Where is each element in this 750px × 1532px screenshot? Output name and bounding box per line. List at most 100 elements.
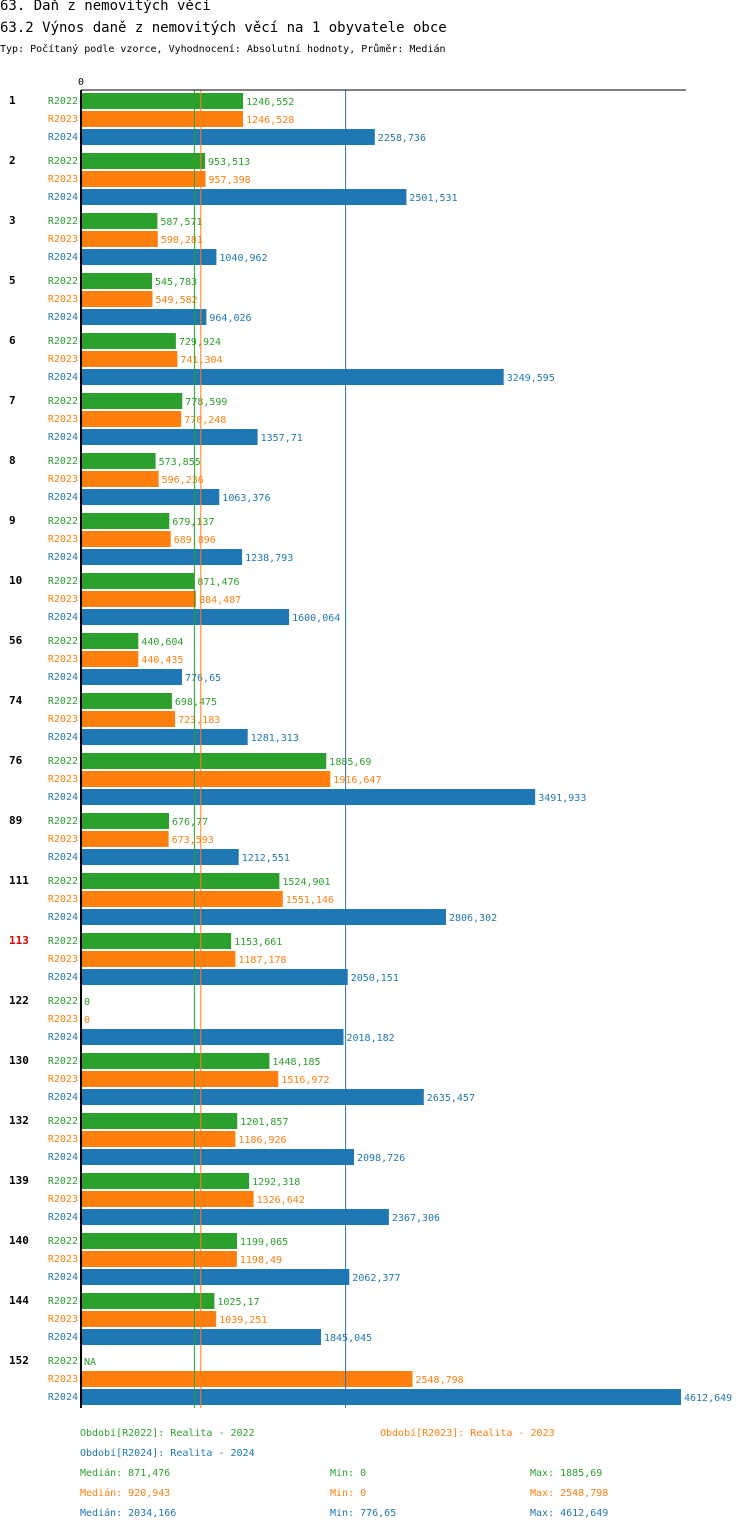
bar-6-r2022 <box>81 333 176 349</box>
series-label-r2023: R2023 <box>48 1374 78 1385</box>
series-label-r2022: R2022 <box>48 1356 78 1367</box>
series-label-r2022: R2022 <box>48 1056 78 1067</box>
category-label-89: 89 <box>9 814 22 827</box>
bar-89-r2022 <box>81 813 169 829</box>
data-label-1-r2022: 1246,552 <box>246 97 294 108</box>
data-label-144-r2022: 1025,17 <box>217 1297 259 1308</box>
bar-3-r2022 <box>81 213 158 229</box>
chart-type-line: Typ: Počítaný podle vzorce, Vyhodnocení:… <box>0 44 446 55</box>
series-label-r2022: R2022 <box>48 516 78 527</box>
legend-median-2024: Medián: 2034,166 <box>80 1508 177 1519</box>
data-label-3-r2022: 587,571 <box>160 217 202 228</box>
series-label-r2023: R2023 <box>48 474 78 485</box>
bar-10-r2024 <box>81 609 290 625</box>
series-label-r2024: R2024 <box>48 1332 78 1343</box>
data-label-8-r2022: 573,855 <box>159 457 201 468</box>
series-label-r2024: R2024 <box>48 672 78 683</box>
bar-2-r2023 <box>81 171 206 187</box>
bar-113-r2023 <box>81 951 236 967</box>
data-label-76-r2024: 3491,933 <box>538 793 586 804</box>
data-label-139-r2022: 1292,318 <box>252 1177 300 1188</box>
series-label-r2022: R2022 <box>48 96 78 107</box>
category-label-8: 8 <box>9 454 16 467</box>
data-label-113-r2024: 2050,151 <box>351 973 399 984</box>
series-label-r2022: R2022 <box>48 936 78 947</box>
series-label-r2024: R2024 <box>48 912 78 923</box>
series-label-r2022: R2022 <box>48 696 78 707</box>
bar-130-r2022 <box>81 1053 270 1069</box>
series-label-r2023: R2023 <box>48 1134 78 1145</box>
data-label-8-r2023: 596,236 <box>162 475 204 486</box>
chart-subtitle: 63.2 Výnos daně z nemovitých věcí na 1 o… <box>0 20 447 36</box>
series-label-r2023: R2023 <box>48 594 78 605</box>
bar-10-r2023 <box>81 591 197 607</box>
bar-140-r2022 <box>81 1233 237 1249</box>
bar-76-r2024 <box>81 789 536 805</box>
category-label-5: 5 <box>9 274 16 287</box>
bar-5-r2023 <box>81 291 153 307</box>
series-label-r2023: R2023 <box>48 354 78 365</box>
legend-period-2023: Období[R2023]: Realita - 2023 <box>380 1428 555 1439</box>
data-label-132-r2023: 1186,926 <box>238 1135 286 1146</box>
series-label-r2023: R2023 <box>48 714 78 725</box>
series-label-r2023: R2023 <box>48 234 78 245</box>
data-label-152-r2024: 4612,649 <box>684 1393 732 1404</box>
series-label-r2024: R2024 <box>48 552 78 563</box>
bar-1-r2022 <box>81 93 244 109</box>
bar-122-r2024 <box>81 1029 344 1045</box>
data-label-7-r2023: 770,248 <box>184 415 226 426</box>
data-label-2-r2023: 957,398 <box>209 175 251 186</box>
data-label-6-r2023: 741,304 <box>180 355 222 366</box>
bar-1-r2024 <box>81 129 375 145</box>
bar-132-r2022 <box>81 1113 238 1129</box>
bar-2-r2022 <box>81 153 205 169</box>
data-label-144-r2023: 1039,251 <box>219 1315 267 1326</box>
bar-139-r2024 <box>81 1209 389 1225</box>
data-label-89-r2024: 1212,551 <box>242 853 290 864</box>
series-label-r2022: R2022 <box>48 816 78 827</box>
bar-130-r2023 <box>81 1071 279 1087</box>
series-label-r2024: R2024 <box>48 612 78 623</box>
x-axis-zero-tick: 0 <box>78 77 84 88</box>
series-label-r2022: R2022 <box>48 156 78 167</box>
bar-152-r2023 <box>81 1371 413 1387</box>
category-label-9: 9 <box>9 514 16 527</box>
series-label-r2024: R2024 <box>48 1392 78 1403</box>
bar-7-r2023 <box>81 411 182 427</box>
legend-max-2022: Max: 1885,69 <box>530 1468 603 1479</box>
category-label-6: 6 <box>9 334 16 347</box>
series-label-r2022: R2022 <box>48 336 78 347</box>
series-label-r2023: R2023 <box>48 1014 78 1025</box>
data-label-111-r2024: 2806,302 <box>449 913 497 924</box>
series-label-r2023: R2023 <box>48 1314 78 1325</box>
data-label-5-r2023: 549,582 <box>156 295 198 306</box>
category-label-144: 144 <box>9 1294 29 1307</box>
data-label-122-r2024: 2018,182 <box>347 1033 395 1044</box>
category-label-1: 1 <box>9 94 16 107</box>
legend-min-2024: Min: 776,65 <box>330 1508 397 1519</box>
data-label-140-r2024: 2062,377 <box>352 1273 400 1284</box>
bar-144-r2022 <box>81 1293 215 1309</box>
series-label-r2024: R2024 <box>48 312 78 323</box>
category-label-140: 140 <box>9 1234 29 1247</box>
bar-3-r2024 <box>81 249 217 265</box>
data-label-9-r2022: 679,137 <box>172 517 214 528</box>
data-label-2-r2024: 2501,531 <box>409 193 457 204</box>
data-label-74-r2023: 723,183 <box>178 715 220 726</box>
bar-6-r2023 <box>81 351 178 367</box>
legend-max-2024: Max: 4612,649 <box>530 1508 609 1519</box>
series-label-r2023: R2023 <box>48 534 78 545</box>
data-label-140-r2022: 1199,065 <box>240 1237 288 1248</box>
data-label-2-r2022: 953,513 <box>208 157 250 168</box>
bar-56-r2022 <box>81 633 139 649</box>
series-label-r2024: R2024 <box>48 1152 78 1163</box>
category-label-76: 76 <box>9 754 23 767</box>
series-label-r2023: R2023 <box>48 894 78 905</box>
series-label-r2022: R2022 <box>48 1116 78 1127</box>
series-label-r2023: R2023 <box>48 174 78 185</box>
bar-111-r2024 <box>81 909 446 925</box>
series-label-r2024: R2024 <box>48 1092 78 1103</box>
bar-8-r2024 <box>81 489 220 505</box>
series-label-r2024: R2024 <box>48 372 78 383</box>
series-label-r2022: R2022 <box>48 396 78 407</box>
